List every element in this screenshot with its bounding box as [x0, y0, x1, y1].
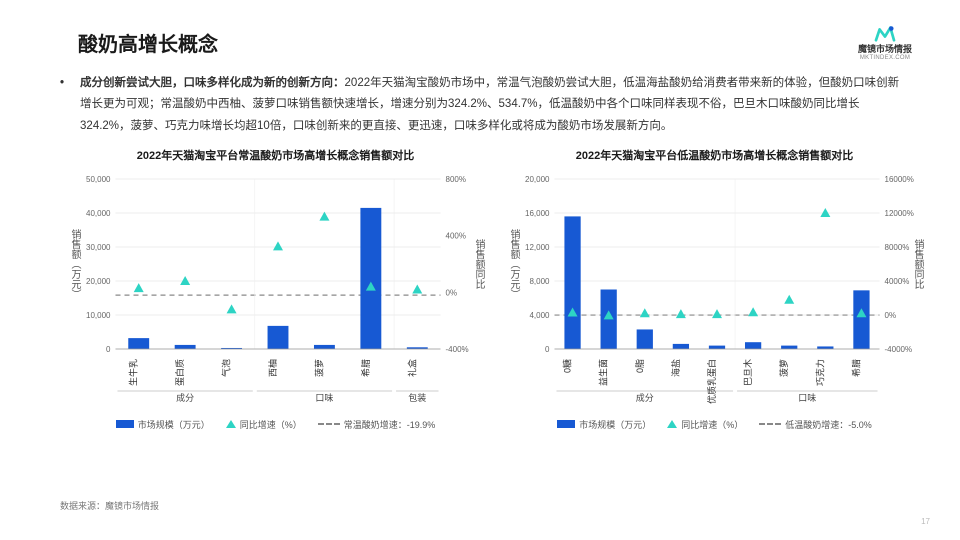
legend-marker: 同比增速（%） — [226, 418, 302, 431]
paragraph-body: 成分创新尝试大胆，口味多样化成为新的创新方向：2022年天猫淘宝酸奶市场中，常温… — [80, 73, 908, 137]
chart-right: 2022年天猫淘宝平台低温酸奶市场高增长概念销售额对比 0 4,000 8,000 1… — [499, 147, 930, 431]
svg-text:400%: 400% — [446, 231, 466, 240]
chart-left: 2022年天猫淘宝平台常温酸奶市场高增长概念销售额对比 0 10,000 20,00… — [60, 147, 491, 431]
svg-text:0%: 0% — [446, 288, 458, 297]
svg-text:蛋白质: 蛋白质 — [174, 359, 185, 386]
brand-logo: 魔镜市场情报 MKTINDEX.COM — [858, 24, 912, 61]
svg-text:0: 0 — [106, 345, 111, 354]
svg-text:益生菌: 益生菌 — [598, 359, 609, 386]
svg-text:销售额同比: 销售额同比 — [912, 238, 924, 289]
svg-text:希腊: 希腊 — [360, 359, 371, 377]
svg-text:成分: 成分 — [176, 392, 194, 403]
legend-baseline: 常温酸奶增速：-19.9% — [318, 418, 436, 431]
svg-text:800%: 800% — [446, 175, 466, 184]
svg-text:销售额（万元）: 销售额（万元） — [69, 228, 81, 299]
brand-subtitle: MKTINDEX.COM — [860, 55, 910, 61]
svg-text:-400%: -400% — [446, 345, 469, 354]
svg-text:菠萝: 菠萝 — [778, 359, 789, 377]
page-title: 酸奶高增长概念 — [78, 28, 218, 57]
logo-icon — [874, 24, 896, 42]
svg-text:巧克力: 巧克力 — [814, 359, 825, 386]
svg-text:16000%: 16000% — [885, 175, 914, 184]
chart-right-legend: 市场规模（万元） 同比增速（%） 低温酸奶增速：-5.0% — [499, 418, 930, 431]
brand-name: 魔镜市场情报 — [858, 42, 912, 55]
legend-bar: 市场规模（万元） — [116, 418, 210, 431]
chart-left-svg: 0 10,000 20,000 30,000 40,000 50,000 -400% 0% 40… — [60, 169, 491, 409]
legend-baseline: 低温酸奶增速：-5.0% — [759, 418, 872, 431]
svg-text:20,000: 20,000 — [525, 175, 550, 184]
svg-text:4000%: 4000% — [885, 277, 910, 286]
svg-text:口味: 口味 — [798, 392, 816, 403]
svg-text:8,000: 8,000 — [529, 277, 550, 286]
svg-text:50,000: 50,000 — [86, 175, 111, 184]
svg-text:菠萝: 菠萝 — [313, 359, 324, 377]
svg-text:40,000: 40,000 — [86, 209, 111, 218]
chart-right-title: 2022年天猫淘宝平台低温酸奶市场高增长概念销售额对比 — [499, 147, 930, 163]
bullet: • — [60, 73, 64, 137]
svg-text:销售额（万元）: 销售额（万元） — [508, 228, 520, 299]
svg-text:优质乳蛋白: 优质乳蛋白 — [706, 359, 717, 404]
chart-left-legend: 市场规模（万元） 同比增速（%） 常温酸奶增速：-19.9% — [60, 418, 491, 431]
chart-left-title: 2022年天猫淘宝平台常温酸奶市场高增长概念销售额对比 — [60, 147, 491, 163]
svg-text:生牛乳: 生牛乳 — [128, 359, 139, 386]
svg-text:成分: 成分 — [636, 392, 654, 403]
svg-text:包装: 包装 — [408, 392, 426, 403]
charts-row: 2022年天猫淘宝平台常温酸奶市场高增长概念销售额对比 0 10,000 20,00… — [0, 137, 960, 431]
svg-text:16,000: 16,000 — [525, 209, 550, 218]
svg-text:气泡: 气泡 — [221, 359, 232, 377]
data-source: 数据来源：魔镜市场情报 — [60, 499, 159, 512]
paragraph: • 成分创新尝试大胆，口味多样化成为新的创新方向：2022年天猫淘宝酸奶市场中，… — [0, 73, 960, 137]
svg-text:礼盒: 礼盒 — [406, 359, 417, 377]
svg-text:-4000%: -4000% — [885, 345, 913, 354]
svg-text:30,000: 30,000 — [86, 243, 111, 252]
svg-text:4,000: 4,000 — [529, 311, 550, 320]
svg-text:0脂: 0脂 — [634, 359, 645, 373]
svg-text:8000%: 8000% — [885, 243, 910, 252]
svg-text:销售额同比: 销售额同比 — [473, 238, 485, 289]
page-number: 17 — [921, 517, 930, 526]
header: 酸奶高增长概念 魔镜市场情报 MKTINDEX.COM — [0, 0, 960, 73]
chart-right-svg: 0 4,000 8,000 12,000 16,000 20,000 -4000% 0% 400… — [499, 169, 930, 409]
svg-text:20,000: 20,000 — [86, 277, 111, 286]
svg-text:0: 0 — [545, 345, 550, 354]
svg-text:海盐: 海盐 — [670, 359, 681, 377]
svg-text:0%: 0% — [885, 311, 897, 320]
legend-marker: 同比增速（%） — [667, 418, 743, 431]
svg-text:巴旦木: 巴旦木 — [742, 359, 753, 386]
paragraph-lead: 成分创新尝试大胆，口味多样化成为新的创新方向： — [80, 77, 345, 89]
legend-bar: 市场规模（万元） — [557, 418, 651, 431]
svg-text:12000%: 12000% — [885, 209, 914, 218]
svg-text:希腊: 希腊 — [850, 359, 861, 377]
svg-text:西柚: 西柚 — [267, 359, 278, 377]
svg-text:0糖: 0糖 — [562, 359, 573, 373]
svg-text:口味: 口味 — [315, 392, 333, 403]
svg-text:12,000: 12,000 — [525, 243, 550, 252]
svg-text:10,000: 10,000 — [86, 311, 111, 320]
